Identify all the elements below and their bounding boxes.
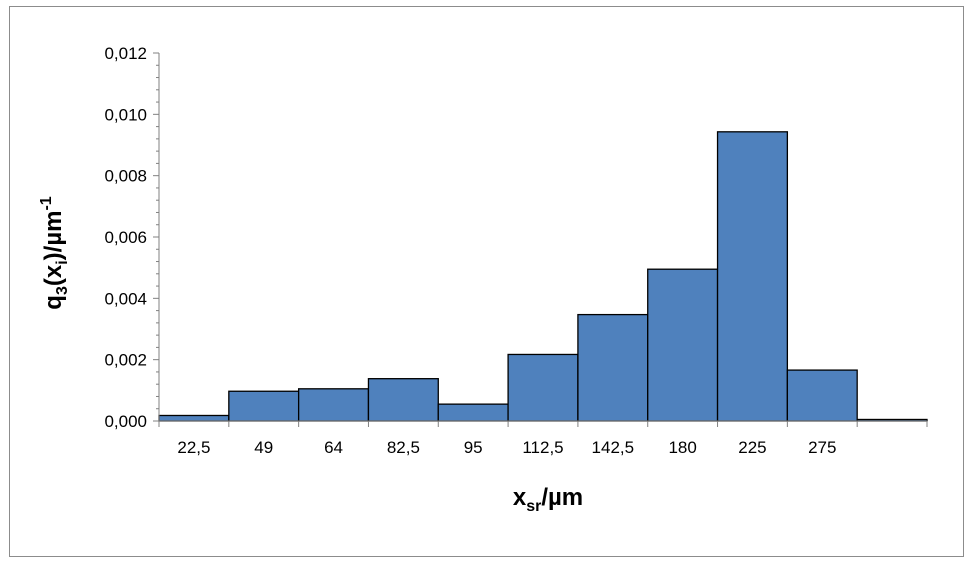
bar-6 [577,313,649,422]
x-tick-label: 225 [738,438,766,457]
y-tick-label: 0,006 [104,228,147,247]
bars-group [158,131,928,422]
x-axis: 22,5 49 64 82,5 95 112,5 142,5 180 225 275 [158,420,928,457]
x-tick-label: 142,5 [592,438,635,457]
chart-frame: 0,000 0,002 0,004 0,006 0,008 0,010 0,012 22,5… [9,6,964,557]
x-tick-label: 82,5 [387,438,420,457]
bar-chart: 0,000 0,002 0,004 0,006 0,008 0,010 0,012 22,5… [38,44,928,515]
bar-8 [716,131,789,422]
x-tick-label: 49 [254,438,273,457]
y-axis: 0,000 0,002 0,004 0,006 0,008 0,010 0,012 [104,44,160,431]
bar-9 [786,369,858,422]
bar-0 [158,414,230,422]
y-tick-label: 0,010 [104,105,147,124]
x-tick-label: 112,5 [522,438,563,457]
bar-1 [228,390,300,422]
x-tick-label: 22,5 [177,438,210,457]
x-tick-label: 180 [668,438,696,457]
bar-3 [367,378,439,422]
x-tick-label: 275 [808,438,836,457]
y-tick-label: 0,000 [104,412,147,431]
bar-2 [297,388,370,422]
x-axis-title: xsr/µm [513,484,583,515]
bar-7 [647,268,719,422]
bar-5 [507,353,579,422]
y-tick-label: 0,008 [104,167,147,186]
x-tick-label: 95 [464,438,483,457]
y-tick-label: 0,004 [104,289,147,308]
y-tick-label: 0,002 [104,351,147,370]
bar-4 [437,403,509,422]
y-axis-title: q3(xi)/µm-1 [38,196,71,310]
x-tick-label: 64 [324,438,343,457]
y-tick-label: 0,012 [104,44,147,63]
